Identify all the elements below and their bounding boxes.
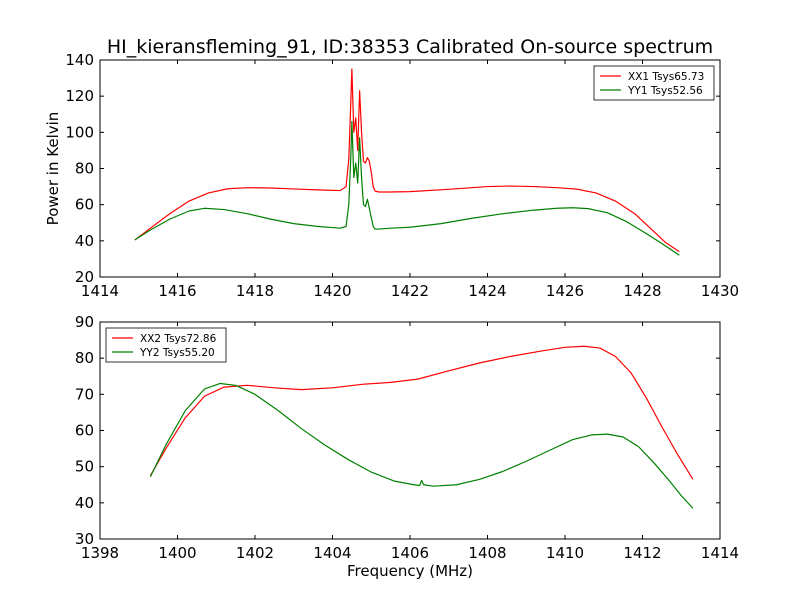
bottom-spectrum-panel: 1398 1400 1402 1404 1406 1408 1410 1412 1414 30 40… [75, 313, 739, 580]
x-tick-label: 1400 [158, 544, 196, 562]
x-tick-label: 1398 [81, 544, 119, 562]
legend-label: YY1 Tsys52.56 [627, 85, 703, 97]
y-tick-label: 40 [75, 232, 94, 250]
x-tick-label: 1430 [701, 282, 739, 300]
x-tick-label: 1416 [158, 282, 196, 300]
y-tick-label: 70 [75, 385, 94, 403]
y-tick-label: 40 [75, 494, 94, 512]
x-tick-label: 1410 [546, 544, 584, 562]
x-tick-label: 1414 [701, 544, 739, 562]
x-tick-label: 1422 [391, 282, 429, 300]
y-tick-label: 80 [75, 160, 94, 178]
y-tick-label: 50 [75, 458, 94, 476]
y-tick-label: 60 [75, 196, 94, 214]
series-line-2 [134, 120, 680, 256]
y-tick-label: 100 [65, 123, 94, 141]
y-tick-label: 20 [75, 268, 94, 286]
legend-label: XX1 Tsys65.73 [628, 71, 704, 83]
x-tick-label: 1418 [236, 282, 274, 300]
y-axis-label: Power in Kelvin [44, 112, 62, 226]
series-line-2 [149, 382, 694, 509]
series-line-1 [149, 345, 694, 480]
y-tick-label: 60 [75, 422, 94, 440]
x-tick-label: 1412 [623, 544, 661, 562]
x-tick-label: 1408 [468, 544, 506, 562]
y-tick-label: 90 [75, 313, 94, 331]
x-tick-label: 1402 [236, 544, 274, 562]
legend-label: XX2 Tsys72.86 [140, 333, 217, 345]
x-tick-label: 1404 [313, 544, 351, 562]
legend-box [105, 327, 227, 363]
x-tick-label: 1426 [546, 282, 584, 300]
x-axis-label: Frequency (MHz) [347, 562, 473, 580]
y-tick-label: 120 [65, 87, 94, 105]
figure-title: HI_kieransfleming_91, ID:38353 Calibrate… [107, 36, 713, 58]
series-line-1 [134, 68, 680, 253]
y-tick-label: 80 [75, 349, 94, 367]
legend-box [593, 65, 715, 101]
top-spectrum-panel: 1414 1416 1418 1420 1422 1424 1426 1428 1430 20 40… [44, 51, 739, 300]
x-tick-label: 1420 [313, 282, 351, 300]
x-tick-label: 1428 [623, 282, 661, 300]
x-tick-label: 1424 [468, 282, 506, 300]
legend-label: YY2 Tsys55.20 [139, 347, 215, 359]
y-tick-label: 140 [65, 51, 94, 69]
x-tick-label: 1414 [81, 282, 119, 300]
y-tick-label: 30 [75, 530, 94, 548]
x-tick-label: 1406 [391, 544, 429, 562]
